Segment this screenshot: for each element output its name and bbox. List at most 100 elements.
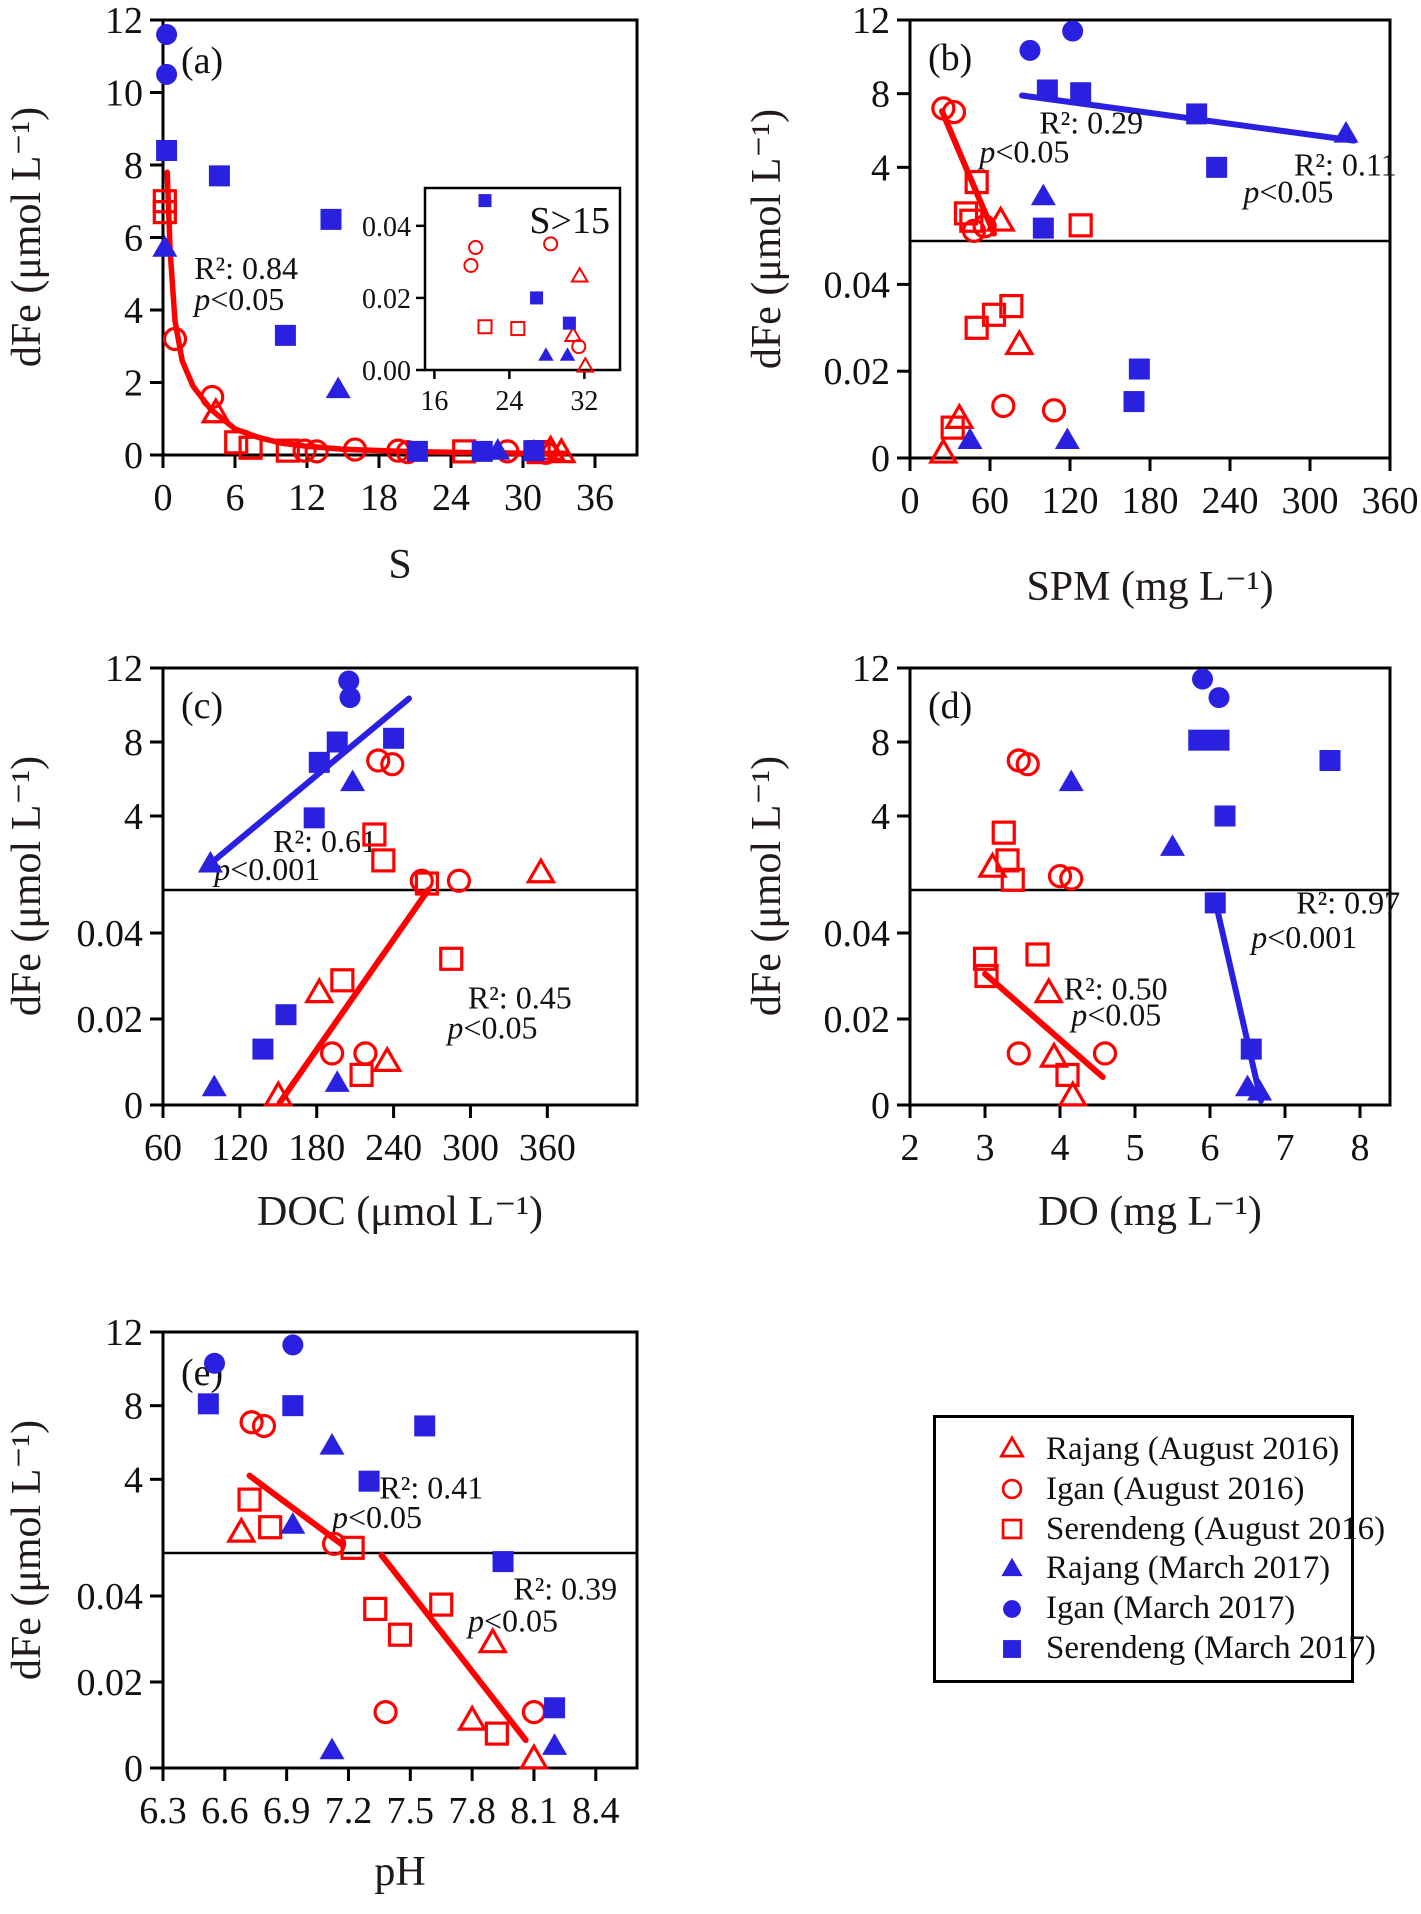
data-point [1206,156,1228,178]
data-point [406,440,428,462]
data-point [252,1038,274,1060]
data-points-igan-mar [1019,20,1084,61]
y-axis: 4 8 12 0 0.02 0.04 [77,1312,163,1790]
data-point [320,208,342,230]
legend-item-label: Igan (March 2017) [1046,1590,1296,1627]
data-point [1208,729,1230,751]
data-point [330,968,355,993]
stats-annotation: R²: 0.11 [1294,147,1397,183]
data-point [200,396,232,424]
data-point [439,946,464,971]
data-point [957,427,983,450]
data-points-rajang-aug [977,851,1089,1107]
legend: Rajang (August 2016) Igan (August 2016) … [933,1415,1385,1683]
plot-frame [161,1330,639,1770]
data-point [349,1062,374,1088]
x-axis-title: S [388,542,411,588]
y-tick-label: 12 [105,1312,143,1354]
data-points-serendeng-mar [1188,729,1341,1060]
data-point [977,851,1008,878]
data-point [325,376,351,399]
x-tick-label: 18 [360,477,398,519]
data-point [972,946,998,971]
data-point [928,437,959,464]
data-point [224,430,249,455]
stats-annotation: R²: 0.39 [513,1570,617,1606]
y-tick-label: 0.02 [824,999,891,1041]
data-point [1070,82,1092,104]
x-tick-label: 5 [1126,1127,1145,1169]
inset-x-tick-label: 16 [420,386,448,417]
igan-aug-marker [1001,1478,1023,1500]
data-point [492,1551,514,1573]
y-tick-label: 0.04 [77,913,144,955]
stats-annotation: p<0.05 [1241,173,1333,209]
data-point [959,208,984,233]
stats-annotation: p<0.05 [445,1009,537,1045]
y-tick-label: 8 [871,722,890,764]
data-point [340,769,366,792]
data-point [542,1733,568,1755]
x-tick-label: 6.9 [263,1790,311,1832]
legend-item-label: Serendeng (August 2016) [1046,1510,1386,1547]
y-tick-label: 0 [124,1085,143,1127]
inset-y-tick-label: 0.02 [362,284,411,315]
data-points-serendeng-aug [940,169,1093,440]
stats-annotation: p<0.001 [212,851,320,887]
data-points-igan-mar [156,24,178,85]
data-points-rajang-mar [957,120,1359,450]
data-point [972,214,997,239]
x-axis: 60 120 180 240 300 360 [144,1105,576,1169]
stats-annotation: p<0.05 [1069,996,1161,1032]
inset-data-point [463,257,479,273]
y-tick-label: 0.02 [77,999,144,1041]
data-point [521,1699,547,1725]
data-point [1123,391,1145,413]
stats-annotation: p<0.05 [977,134,1069,170]
y-axis-title: dFe (μmol L⁻¹) [4,1420,50,1680]
data-point [156,24,178,45]
data-point [304,976,335,1004]
rajang-march-marker-icon [1001,1557,1023,1577]
data-point [303,807,325,829]
igan-august-marker-icon [1001,1478,1023,1500]
data-point [409,868,434,893]
x-tick-label: 300 [442,1127,499,1169]
data-point [321,1531,347,1556]
data-point [1333,120,1359,143]
data-point [999,294,1024,319]
inset-data-point [543,236,559,252]
data-point [358,1470,380,1492]
data-point [280,1512,306,1534]
data-points-rajang-aug [263,856,557,1107]
y-axis-title: dFe (μmol L⁻¹) [744,109,790,369]
y-tick-label: 0 [871,1085,890,1127]
inset-x-tick-label: 32 [570,386,598,417]
data-point [1128,358,1150,380]
y-tick-label: 4 [124,1459,143,1501]
data-point [456,1704,488,1731]
y-tick-label: 0 [124,1748,143,1790]
stats-annotation: R²: 0.84 [194,250,298,286]
legend-item-label: Rajang (August 2016) [1046,1430,1340,1467]
data-point [201,1074,227,1097]
x-tick-label: 360 [1362,480,1419,522]
inset-data-point [477,319,493,335]
inset-points-rajang-mar [538,347,576,361]
x-axis: 6.3 6.6 6.9 7.2 7.5 7.8 8.1 8.4 [139,1768,620,1832]
x-tick-label: 6 [226,477,245,519]
data-point [1019,39,1041,61]
inset-y-tick-label: 0.04 [362,212,411,243]
data-point [340,1535,365,1560]
y-axis-title: dFe (μmol L⁻¹) [744,756,790,1016]
data-point [1047,864,1073,889]
plot-frame [908,666,1392,1107]
x-tick-label: 180 [288,1127,345,1169]
y-tick-label: 8 [871,74,890,116]
x-axis: 2 3 4 5 6 7 8 [901,1105,1370,1169]
x-tick-label: 8 [1351,1127,1370,1169]
data-point [1033,976,1065,1004]
stats-annotation: R²: 0.45 [468,979,572,1015]
inset-points-serendeng-mar [478,194,576,330]
